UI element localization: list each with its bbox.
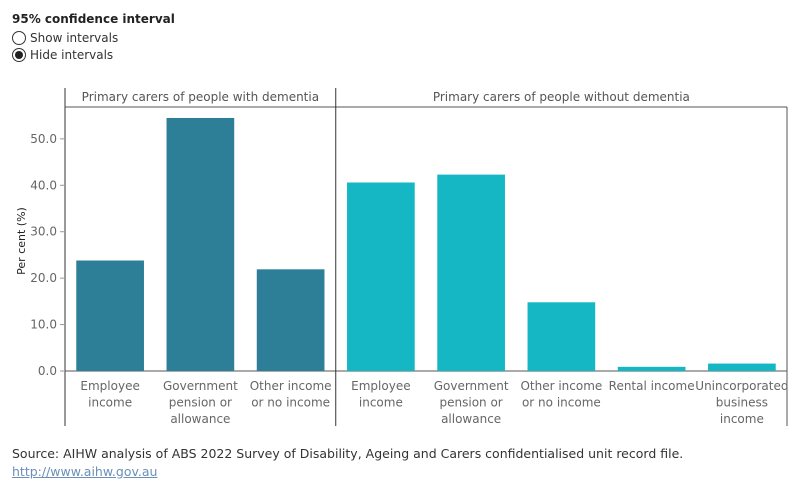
bar-chart: 0.0 10.0 20.0 30.0 40.0 50.0 Per cent (%) Prima… (15, 88, 788, 426)
x-tick-label: allowance (170, 412, 230, 426)
source-note: Source: AIHW analysis of ABS 2022 Survey… (12, 446, 684, 461)
y-axis-label: Per cent (%) (15, 207, 28, 275)
hide-intervals-radio[interactable]: Hide intervals (12, 48, 113, 62)
y-tick-label: 30.0 (30, 225, 57, 239)
y-tick-label: 50.0 (30, 132, 57, 146)
radio-checked-icon[interactable] (12, 48, 26, 62)
panel-title: Primary carers of people with dementia (82, 90, 319, 104)
x-tick-label: or no income (251, 396, 330, 410)
bar (76, 260, 144, 371)
x-tick-label: Unincorporated (695, 379, 788, 393)
y-tick-label: 10.0 (30, 318, 57, 332)
radio-unchecked-icon[interactable] (12, 31, 26, 45)
x-tick-label: or no income (522, 396, 601, 410)
x-tick-label: allowance (441, 412, 501, 426)
x-tick-label: pension or (440, 396, 503, 410)
x-tick-label: Employee (80, 379, 139, 393)
panel-title: Primary carers of people without dementi… (433, 90, 690, 104)
y-tick-label: 0.0 (38, 364, 57, 378)
x-tick-label: income (88, 396, 132, 410)
bar (708, 363, 776, 371)
bar (256, 269, 325, 371)
bar (527, 302, 596, 371)
bar (347, 182, 415, 371)
bar (617, 366, 686, 371)
x-tick-label: Other income (520, 379, 602, 393)
x-tick-label: pension or (169, 396, 232, 410)
x-tick-label: income (359, 396, 403, 410)
x-tick-label: Government (434, 379, 509, 393)
aihw-link[interactable]: http://www.aihw.gov.au (12, 464, 158, 479)
bar (437, 174, 505, 371)
x-tick-label: income (720, 412, 764, 426)
y-tick-label: 40.0 (30, 178, 57, 192)
x-tick-label: Rental income (609, 379, 695, 393)
show-intervals-radio[interactable]: Show intervals (12, 31, 118, 45)
x-tick-label: Employee (351, 379, 410, 393)
x-tick-label: business (716, 396, 768, 410)
hide-intervals-label: Hide intervals (30, 48, 114, 62)
bar (166, 117, 235, 371)
show-intervals-label: Show intervals (30, 31, 119, 45)
confidence-interval-title: 95% confidence interval (12, 12, 175, 26)
y-tick-label: 20.0 (30, 271, 57, 285)
x-tick-label: Other income (250, 379, 332, 393)
x-tick-label: Government (163, 379, 238, 393)
